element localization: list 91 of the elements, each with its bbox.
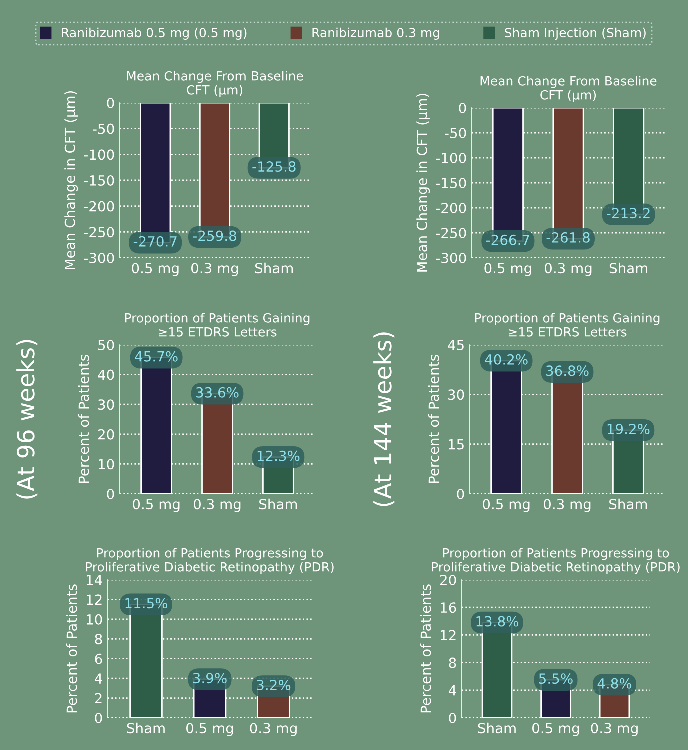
data-label: 11.5% [126, 598, 168, 609]
y-tick-label: 12 [86, 594, 102, 605]
x-tick-label: Sham [610, 262, 648, 274]
data-label: 4.8% [598, 678, 632, 689]
legend-label: Sham Injection (Sham) [505, 28, 646, 40]
y-tick-label: 30 [448, 390, 464, 400]
x-tick-label: Sham [260, 498, 298, 510]
y-tick-label: 12 [440, 630, 456, 640]
y-tick-label: 50 [98, 340, 114, 350]
y-axis-title: Mean Change in CFT (µm) [64, 91, 78, 270]
y-tick-label: 4 [94, 674, 102, 684]
data-label: -259.8 [193, 230, 236, 242]
y-tick-label: 40 [98, 370, 114, 380]
x-tick-label: 0.5 mg [483, 499, 530, 512]
data-label: 40.2% [485, 354, 528, 365]
y-tick-label: 2 [95, 693, 102, 704]
y-tick-label: 15 [448, 439, 464, 450]
y-tick-label: -50 [445, 128, 466, 138]
y-tick-label: 20 [440, 574, 456, 586]
y-tick-label: -100 [84, 150, 114, 160]
y-tick-label: -200 [84, 201, 114, 212]
y-tick-label: -250 [436, 228, 466, 238]
data-label: 12.3% [258, 450, 300, 462]
y-tick-label: -300 [84, 252, 114, 264]
y-tick-label: 4 [448, 686, 456, 696]
x-tick-label: 0.5 mg [133, 499, 180, 512]
chart-title: Mean Change From Baseline CFT (µm) [127, 71, 304, 98]
x-tick-label: Sham [127, 722, 165, 734]
y-tick-label: 0 [459, 102, 466, 114]
data-label: -125.8 [252, 162, 296, 172]
y-tick-label: 8 [449, 658, 456, 668]
x-tick-label: Sham [255, 262, 294, 274]
x-tick-label: 0.3 mg [250, 723, 297, 736]
x-tick-label: 0.5 mg [532, 723, 580, 736]
y-axis-title: Percent of Patients [66, 584, 78, 713]
x-tick-label: 0.3 mg [544, 263, 592, 276]
y-tick-label: -150 [84, 175, 114, 186]
y-tick-label: 0 [449, 712, 456, 724]
y-tick-label: 0 [107, 488, 114, 500]
chart-title: Proportion of Patients Gaining ≥15 ETDRS Letters [475, 313, 660, 337]
x-tick-label: 0.5 mg [132, 263, 179, 276]
chart-title: Proportion of Patients Progressing to Proliferative Diabetic Retinopathy (PDR) [432, 548, 680, 574]
y-tick-label: 10 [98, 459, 114, 470]
y-tick-label: 14 [86, 575, 102, 586]
y-axis-title: Percent of Patients [428, 355, 440, 484]
data-label: -266.7 [486, 234, 530, 246]
y-tick-label: -200 [436, 202, 466, 214]
y-tick-label: 16 [440, 602, 456, 614]
data-label: 3.2% [257, 680, 291, 690]
legend-label: Ranibizumab 0.5 mg (0.5 mg) [62, 28, 247, 40]
y-tick-label: 0 [95, 712, 102, 724]
data-label: -261.8 [546, 232, 590, 243]
data-label: 36.8% [546, 366, 589, 376]
y-axis-title: Mean Change in CFT (µm) [416, 94, 430, 272]
data-label: 45.7% [135, 351, 178, 362]
data-label: -270.7 [134, 236, 177, 247]
data-label: 3.9% [193, 673, 227, 684]
y-tick-label: 10 [86, 614, 102, 625]
data-label: -213.2 [607, 208, 650, 219]
x-tick-label: 0.3 mg [591, 723, 638, 736]
y-tick-label: 6 [95, 654, 102, 664]
x-tick-label: Sham [610, 498, 648, 510]
x-tick-label: 0.5 mg [186, 723, 234, 736]
y-axis-title: Percent of Patients [78, 355, 90, 484]
y-tick-label: -100 [436, 152, 466, 164]
y-tick-label: -150 [436, 178, 466, 188]
chart-title: Mean Change From Baseline CFT (µm) [480, 76, 657, 102]
y-tick-label: 0 [457, 488, 464, 500]
text: (At 144 weeks) [374, 332, 395, 506]
x-tick-label: 0.3 mg [194, 499, 241, 512]
x-tick-label: Sham [478, 722, 516, 734]
y-tick-label: -300 [436, 252, 466, 264]
y-tick-label: 30 [98, 400, 114, 410]
data-label: 19.2% [608, 424, 650, 434]
x-tick-label: 0.3 mg [191, 263, 238, 276]
x-tick-label: 0.3 mg [544, 499, 591, 512]
data-label: 13.8% [476, 616, 519, 627]
y-tick-label: 0 [107, 98, 114, 108]
data-label: 33.6% [196, 387, 239, 398]
y-tick-label: 45 [448, 340, 464, 350]
chart-title: Proportion of Patients Gaining ≥15 ETDRS Letters [125, 313, 310, 337]
y-tick-label: 8 [95, 634, 102, 645]
legend-label: Ranibizumab 0.3 mg [312, 28, 440, 40]
y-axis-title: Percent of Patients [420, 584, 432, 713]
x-tick-label: 0.5 mg [484, 263, 532, 276]
data-label: 5.5% [539, 674, 573, 684]
y-tick-label: -250 [84, 227, 114, 238]
y-tick-label: -50 [93, 124, 114, 134]
text: (At 96 weeks) [16, 340, 38, 499]
chart-title: Proportion of Patients Progressing to Proliferative Diabetic Retinopathy (PDR) [86, 548, 334, 574]
y-tick-label: 20 [98, 429, 114, 440]
